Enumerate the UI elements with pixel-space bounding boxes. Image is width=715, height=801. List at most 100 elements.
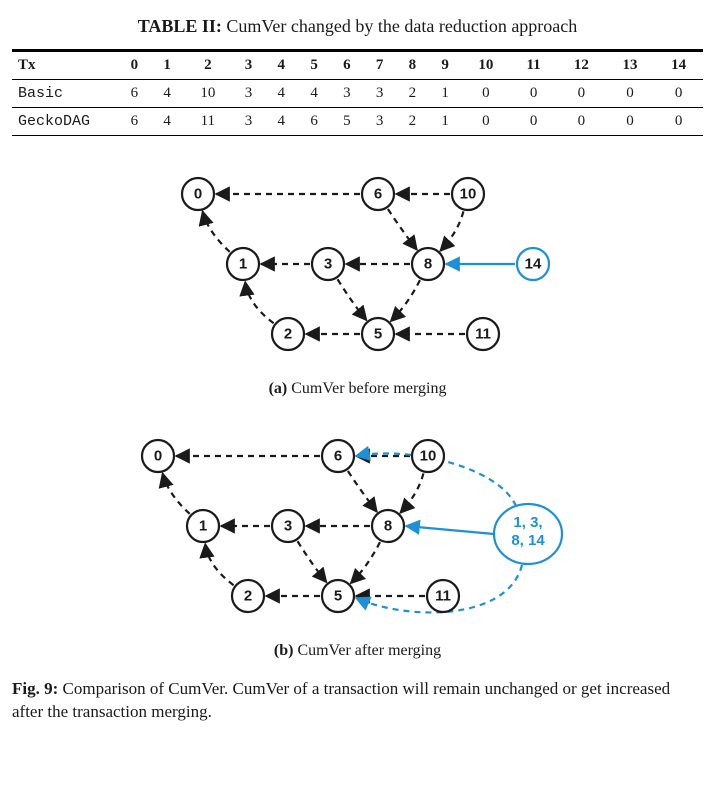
subcaption-a-text: CumVer before merging [287, 380, 446, 397]
svg-text:3: 3 [283, 518, 291, 535]
figure-caption-prefix: Fig. 9: [12, 679, 58, 698]
table-cell: 4 [265, 80, 298, 108]
figure-wrap: 0610138142511 (a) CumVer before merging … [12, 154, 703, 724]
svg-text:0: 0 [193, 186, 201, 203]
table-col-header: 7 [363, 52, 396, 80]
table-cell: 1 [429, 80, 462, 108]
table-col-header: 9 [429, 52, 462, 80]
svg-text:6: 6 [373, 186, 381, 203]
svg-text:10: 10 [419, 448, 436, 465]
diagram-a: 0 6 10 1 3 8 14 2 5 11 [148, 154, 568, 374]
graph-edge [205, 544, 233, 585]
table-cell: 3 [363, 80, 396, 108]
figure-caption: Fig. 9: Comparison of CumVer. CumVer of … [12, 678, 703, 724]
subcaption-b-prefix: (b) [274, 642, 294, 659]
graph-node: 0 [182, 178, 214, 210]
table-col-header: 13 [606, 52, 655, 80]
table-cell: 0 [557, 80, 606, 108]
table-header-label: Tx [12, 52, 118, 80]
table-caption-text: CumVer changed by the data reduction app… [222, 16, 577, 36]
graph-node: 5 [322, 580, 354, 612]
svg-text:1, 3,: 1, 3, [513, 514, 542, 531]
table-col-header: 2 [184, 52, 233, 80]
graph-edge [350, 542, 379, 583]
graph-edge [347, 471, 376, 512]
table-row: Basic6410344332100000 [12, 80, 703, 108]
graph-node: 2 [232, 580, 264, 612]
table-cell: 0 [510, 108, 557, 136]
table-cell: 0 [606, 108, 655, 136]
table-col-header: 8 [396, 52, 429, 80]
svg-text:11: 11 [435, 588, 451, 605]
table-col-header: 14 [654, 52, 703, 80]
table-cell: 4 [151, 80, 184, 108]
table-col-header: 12 [557, 52, 606, 80]
graph-node: 1 [227, 248, 259, 280]
svg-text:8, 14: 8, 14 [511, 532, 545, 549]
graph-edge [337, 279, 366, 320]
table-cell: 0 [462, 80, 511, 108]
svg-text:10: 10 [459, 186, 476, 203]
graph-node: 2 [272, 318, 304, 350]
svg-text:8: 8 [383, 518, 391, 535]
table-col-header: 5 [298, 52, 331, 80]
subcaption-b-text: CumVer after merging [293, 642, 441, 659]
table-cell: 5 [330, 108, 363, 136]
svg-text:5: 5 [333, 588, 341, 605]
svg-text:1: 1 [238, 256, 246, 273]
table-cell: 4 [265, 108, 298, 136]
table-col-header: 3 [232, 52, 265, 80]
table-col-header: 0 [118, 52, 151, 80]
table-cell: 4 [151, 108, 184, 136]
table-cell: 3 [232, 108, 265, 136]
graph-node: 14 [517, 248, 549, 280]
graph-node: 5 [362, 318, 394, 350]
row-label: GeckoDAG [12, 108, 118, 136]
table-cell: 0 [654, 108, 703, 136]
table-cell: 10 [184, 80, 233, 108]
graph-node: 10 [452, 178, 484, 210]
table-cell: 6 [298, 108, 331, 136]
graph-node: 1 [187, 510, 219, 542]
graph-edge [202, 211, 229, 251]
graph-node: 11 [427, 580, 459, 612]
table-col-header: 10 [462, 52, 511, 80]
figure-caption-text: Comparison of CumVer. CumVer of a transa… [12, 679, 670, 721]
svg-text:6: 6 [333, 448, 341, 465]
svg-text:11: 11 [475, 326, 491, 343]
svg-text:1: 1 [198, 518, 206, 535]
table-cell: 0 [654, 80, 703, 108]
svg-text:5: 5 [373, 326, 381, 343]
subcaption-b: (b) CumVer after merging [12, 642, 703, 660]
table-cell: 4 [298, 80, 331, 108]
table-cell: 0 [557, 108, 606, 136]
svg-text:3: 3 [323, 256, 331, 273]
graph-edge [390, 280, 419, 321]
svg-text:14: 14 [524, 256, 541, 273]
diagram-b: 0 6 10 1 3 8 2 5 11 1, 3,8, 14 [108, 416, 608, 636]
graph-node: 6 [322, 440, 354, 472]
table-caption-prefix: TABLE II: [138, 16, 222, 36]
graph-node: 3 [312, 248, 344, 280]
subcaption-a: (a) CumVer before merging [12, 380, 703, 398]
graph-edge [406, 526, 494, 534]
table-cell: 0 [462, 108, 511, 136]
graph-edge [400, 473, 423, 512]
graph-node: 8 [412, 248, 444, 280]
table-row: GeckoDAG6411346532100000 [12, 108, 703, 136]
table-col-header: 6 [330, 52, 363, 80]
svg-text:2: 2 [283, 326, 291, 343]
graph-node: 0 [142, 440, 174, 472]
table-cell: 2 [396, 108, 429, 136]
table-col-header: 11 [510, 52, 557, 80]
row-label: Basic [12, 80, 118, 108]
graph-edge [440, 211, 463, 250]
table-cell: 1 [429, 108, 462, 136]
graph-edge [162, 473, 189, 513]
graph-node: 8 [372, 510, 404, 542]
table-cell: 6 [118, 80, 151, 108]
graph-node: 10 [412, 440, 444, 472]
svg-text:0: 0 [153, 448, 161, 465]
table-header-row: Tx 01234567891011121314 [12, 52, 703, 80]
table-cell: 0 [510, 80, 557, 108]
